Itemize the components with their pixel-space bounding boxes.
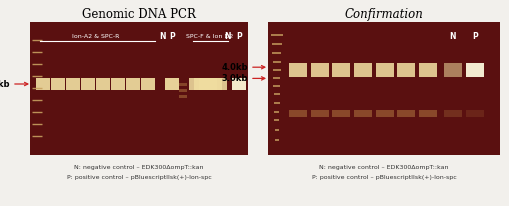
Bar xyxy=(375,110,393,117)
Bar xyxy=(36,78,50,90)
Bar xyxy=(332,110,350,117)
Bar xyxy=(193,78,207,90)
Bar xyxy=(126,78,140,90)
Text: P: positive control – pBluescriptIIsk(+)-lon-spc: P: positive control – pBluescriptIIsk(+)… xyxy=(67,174,211,179)
Text: SPC-F & Ion D2: SPC-F & Ion D2 xyxy=(186,34,233,39)
Bar xyxy=(30,22,247,155)
Bar xyxy=(203,78,217,90)
Bar xyxy=(66,78,80,90)
Text: N: negative control – EDK300ΔompT::kan: N: negative control – EDK300ΔompT::kan xyxy=(319,165,448,170)
Text: N: N xyxy=(224,32,231,41)
Bar xyxy=(375,63,393,77)
Bar xyxy=(397,110,414,117)
Text: N: N xyxy=(159,32,166,41)
Bar xyxy=(179,89,187,92)
Bar xyxy=(418,110,436,117)
Bar xyxy=(397,63,414,77)
Bar xyxy=(465,110,483,117)
Bar xyxy=(443,110,461,117)
Bar xyxy=(208,78,222,90)
Text: Genomic DNA PCR: Genomic DNA PCR xyxy=(82,7,195,21)
Text: 4.0kb: 4.0kb xyxy=(221,63,247,72)
Bar xyxy=(96,78,110,90)
Text: Ion-A2 & SPC-R: Ion-A2 & SPC-R xyxy=(72,34,119,39)
Bar xyxy=(179,83,187,86)
Bar xyxy=(81,78,95,90)
Bar xyxy=(111,78,125,90)
Text: P: P xyxy=(169,32,175,41)
Text: N: N xyxy=(449,32,456,41)
Bar xyxy=(353,63,371,77)
Text: Confirmation: Confirmation xyxy=(344,7,422,21)
Bar xyxy=(289,63,306,77)
Bar xyxy=(165,78,179,90)
Bar xyxy=(465,63,483,77)
Text: 2.0kb: 2.0kb xyxy=(0,80,10,89)
Bar xyxy=(232,78,245,90)
Bar xyxy=(198,78,212,90)
Bar xyxy=(418,63,436,77)
Bar xyxy=(213,78,227,90)
Bar xyxy=(332,63,350,77)
Text: P: P xyxy=(236,32,241,41)
Bar xyxy=(51,78,65,90)
Text: P: P xyxy=(471,32,477,41)
Text: 3.0kb: 3.0kb xyxy=(221,74,247,83)
Bar xyxy=(179,95,187,98)
Text: N: negative control – EDK300ΔompT::kan: N: negative control – EDK300ΔompT::kan xyxy=(74,165,204,170)
Text: P: positive control – pBluescriptIIsk(+)-lon-spc: P: positive control – pBluescriptIIsk(+)… xyxy=(311,174,456,179)
Bar xyxy=(189,78,203,90)
Bar xyxy=(140,78,155,90)
Bar xyxy=(267,22,499,155)
Bar xyxy=(443,63,461,77)
Bar xyxy=(289,110,306,117)
Bar xyxy=(353,110,371,117)
Bar xyxy=(310,63,328,77)
Bar xyxy=(310,110,328,117)
